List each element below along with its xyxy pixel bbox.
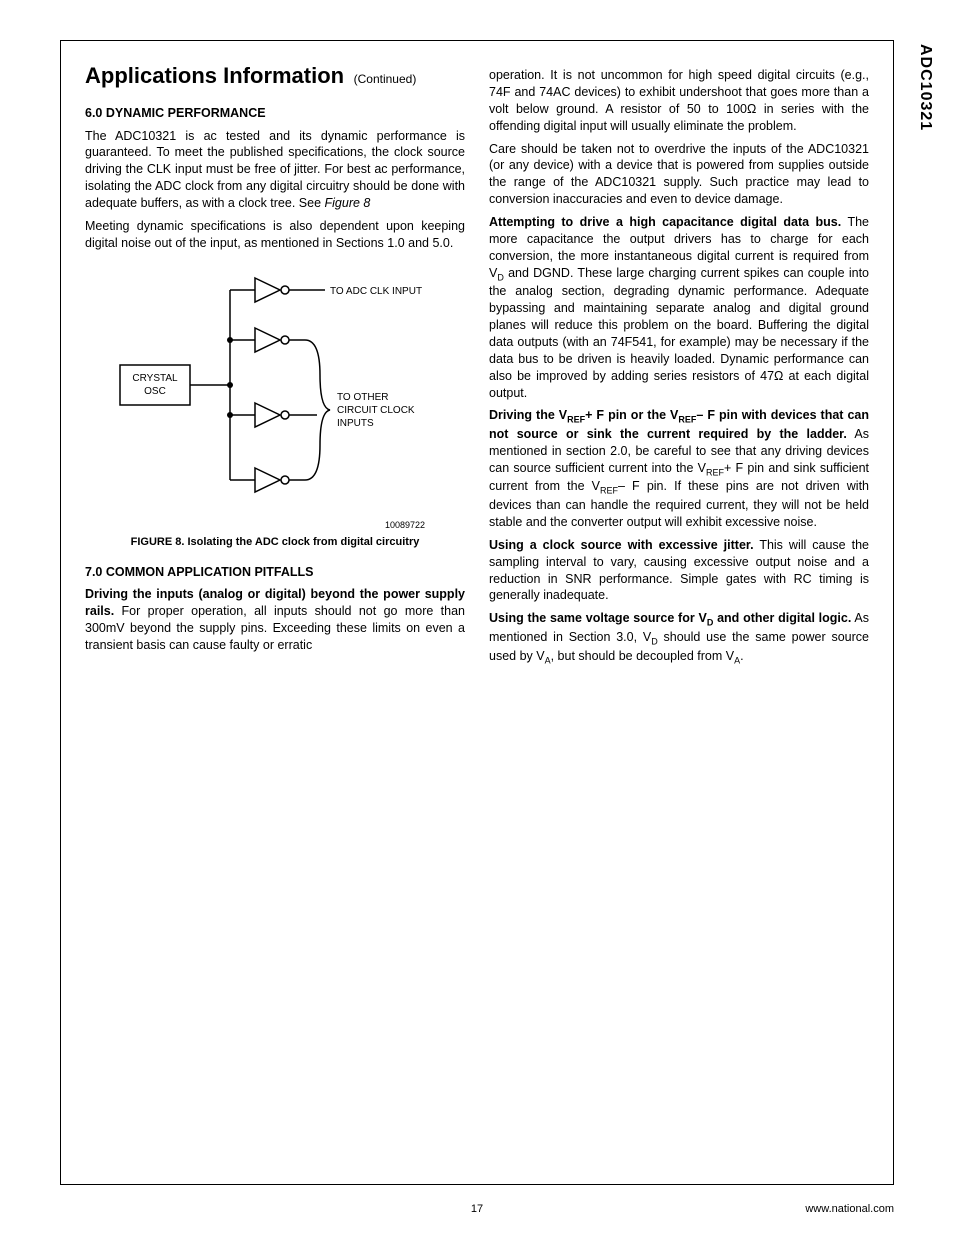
right-p1: operation. It is not uncommon for high s… — [489, 67, 869, 135]
right-p5: Using a clock source with excessive jitt… — [489, 537, 869, 605]
p3-lead: Attempting to drive a high capacitance d… — [489, 215, 841, 229]
page-title: Applications Information — [85, 63, 344, 88]
p6-lead: Using the same voltage source for VD and… — [489, 611, 851, 625]
p3-rest-b: and DGND. These large charging current s… — [489, 266, 869, 400]
continued-label: (Continued) — [354, 72, 417, 86]
p6-rest-c: , but should be decoupled from V — [551, 649, 734, 663]
figure-caption: FIGURE 8. Isolating the ADC clock from d… — [85, 535, 465, 550]
side-part-number: ADC10321 — [916, 44, 934, 131]
section-6-title: 6.0 DYNAMIC PERFORMANCE — [85, 105, 465, 122]
section-7-title: 7.0 COMMON APPLICATION PITFALLS — [85, 564, 465, 581]
sub-ref-2: REF — [600, 486, 618, 496]
right-p3: Attempting to drive a high capacitance d… — [489, 214, 869, 401]
s7-p1-rest: For proper operation, all inputs should … — [85, 604, 465, 652]
page-frame: Applications Information (Continued) 6.0… — [60, 40, 894, 1185]
footer-url: www.national.com — [805, 1203, 894, 1215]
page-footer: 17 www.national.com — [60, 1203, 894, 1215]
right-column: operation. It is not uncommon for high s… — [489, 61, 869, 672]
sub-ref: REF — [706, 467, 724, 477]
diag-to-adc: TO ADC CLK INPUT — [330, 286, 422, 297]
diag-crystal-l2: OSC — [144, 386, 166, 397]
diag-to-other-l1: TO OTHER — [337, 392, 388, 403]
clock-tree-svg: CRYSTAL OSC TO ADC CLK INPUT — [115, 260, 435, 510]
section-7-p1: Driving the inputs (analog or digital) b… — [85, 586, 465, 654]
figure-id: 10089722 — [85, 519, 425, 531]
s6-p1-text: The ADC10321 is ac tested and its dynami… — [85, 129, 465, 211]
p6-rest-d: . — [740, 649, 743, 663]
section-6-p1: The ADC10321 is ac tested and its dynami… — [85, 128, 465, 212]
p4-lead: Driving the VREF+ F pin or the VREF– F p… — [489, 408, 869, 441]
right-p6: Using the same voltage source for VD and… — [489, 610, 869, 666]
footer-page-number: 17 — [471, 1203, 483, 1215]
figure-8-diagram: CRYSTAL OSC TO ADC CLK INPUT — [85, 260, 465, 515]
left-column: Applications Information (Continued) 6.0… — [85, 61, 465, 672]
two-column-layout: Applications Information (Continued) 6.0… — [85, 61, 869, 672]
diag-crystal-l1: CRYSTAL — [132, 373, 178, 384]
right-p2: Care should be taken not to overdrive th… — [489, 141, 869, 209]
p5-lead: Using a clock source with excessive jitt… — [489, 538, 754, 552]
diag-to-other-l2: CIRCUIT CLOCK — [337, 405, 415, 416]
header-line: Applications Information (Continued) — [85, 61, 465, 91]
right-p4: Driving the VREF+ F pin or the VREF– F p… — [489, 407, 869, 530]
diag-to-other-l3: INPUTS — [337, 418, 374, 429]
section-6-p2: Meeting dynamic specifications is also d… — [85, 218, 465, 252]
s6-p1-figref: Figure 8 — [325, 196, 371, 210]
